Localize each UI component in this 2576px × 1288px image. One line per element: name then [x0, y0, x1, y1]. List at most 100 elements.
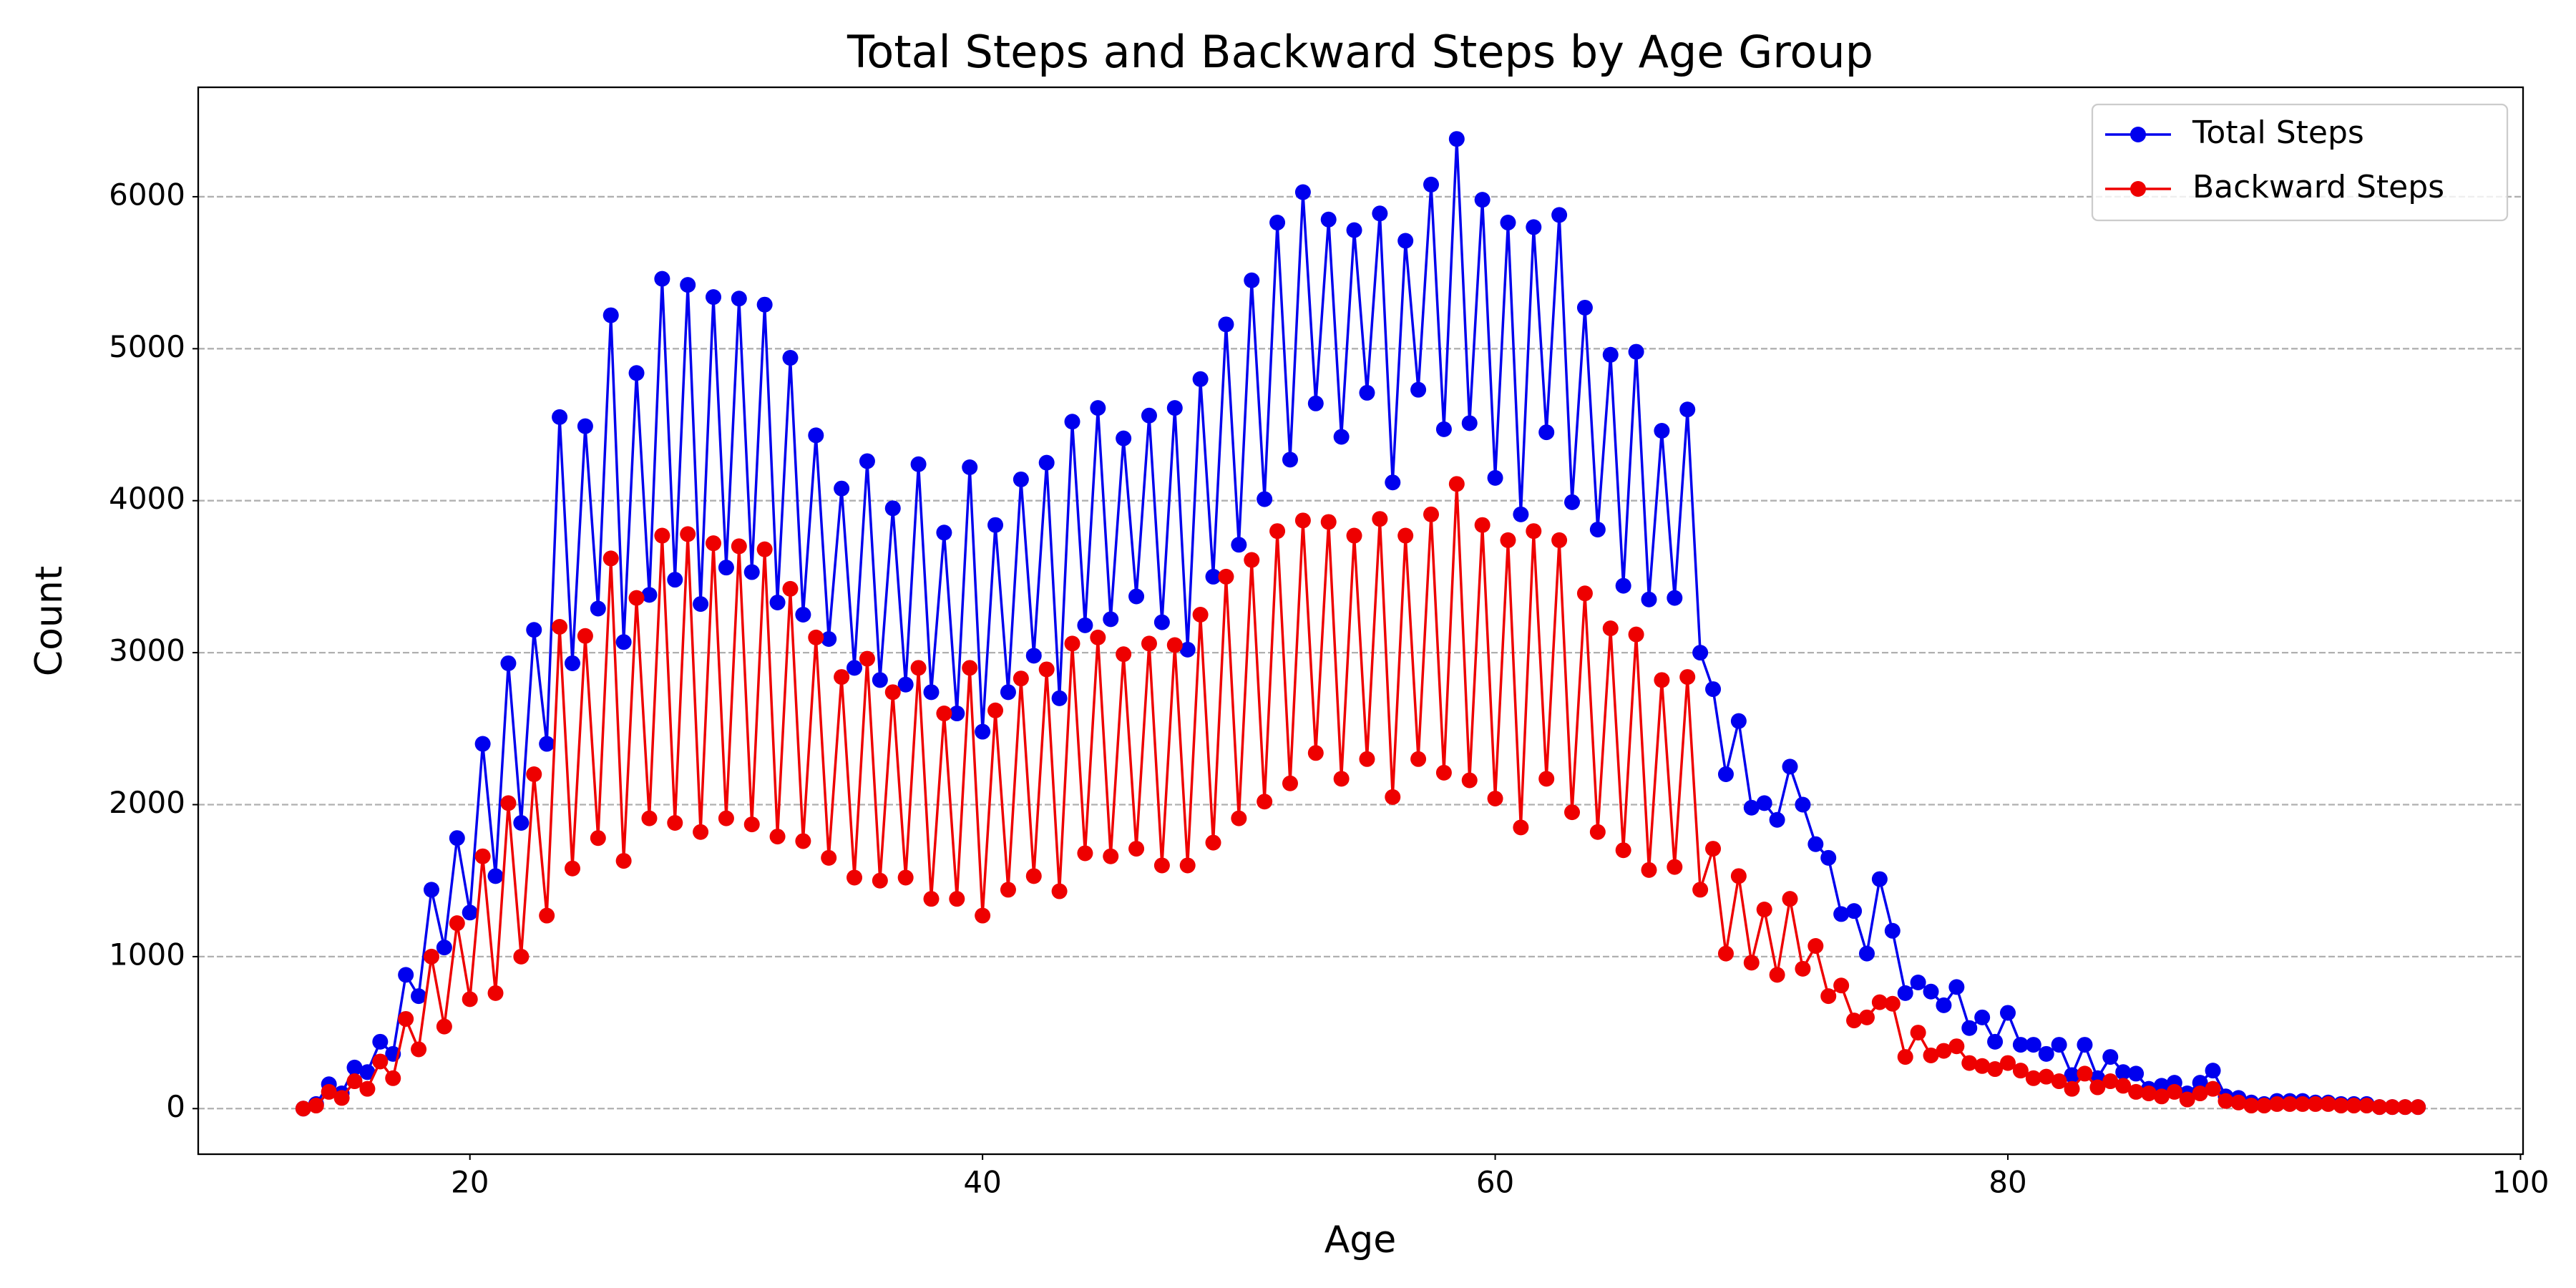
data-point	[1961, 1055, 1978, 1071]
data-point	[1628, 343, 1644, 360]
data-point	[1602, 346, 1619, 363]
data-point	[847, 660, 863, 676]
data-point	[372, 1033, 389, 1050]
data-point	[1871, 994, 1888, 1010]
data-point	[513, 948, 530, 965]
data-point	[1667, 590, 1683, 606]
data-point	[1576, 299, 1593, 316]
data-point	[1179, 857, 1196, 874]
data-point	[1000, 882, 1016, 898]
data-point	[577, 628, 593, 644]
data-point	[385, 1070, 401, 1086]
data-point	[1244, 552, 1260, 568]
data-point	[756, 296, 773, 313]
data-point	[731, 538, 747, 555]
data-point	[2038, 1068, 2054, 1085]
data-point	[2256, 1098, 2273, 1114]
legend-marker	[2130, 181, 2146, 197]
data-point	[910, 456, 927, 472]
data-point	[1807, 938, 1824, 955]
data-point	[706, 535, 722, 552]
data-point	[500, 795, 517, 811]
data-point	[398, 1010, 414, 1027]
data-point	[1333, 429, 1350, 445]
data-point	[1730, 713, 1747, 729]
data-point	[1128, 588, 1145, 605]
data-point	[1116, 430, 1132, 447]
data-point	[564, 655, 580, 671]
data-point	[321, 1083, 337, 1100]
data-point	[487, 985, 504, 1001]
data-point	[2128, 1083, 2145, 1100]
data-point	[1013, 471, 1029, 487]
data-point	[346, 1073, 363, 1090]
data-point	[1910, 974, 1926, 990]
data-point	[1282, 775, 1298, 791]
data-point	[962, 660, 978, 676]
data-point	[1756, 902, 1772, 918]
data-point	[680, 526, 696, 542]
data-point	[449, 915, 465, 932]
data-point	[654, 270, 670, 287]
data-point	[1179, 641, 1196, 658]
data-point	[526, 622, 542, 638]
data-point	[359, 1080, 376, 1097]
data-point	[1538, 771, 1555, 787]
data-point	[1410, 381, 1427, 398]
data-point	[1846, 903, 1863, 919]
data-point	[1025, 868, 1042, 884]
data-point	[1538, 424, 1555, 441]
data-point	[513, 814, 530, 831]
data-point	[295, 1101, 311, 1117]
data-point	[1153, 857, 1170, 874]
data-point	[897, 676, 914, 693]
data-point	[782, 350, 799, 366]
data-point	[962, 459, 978, 475]
y-tick-label: 0	[166, 1089, 185, 1124]
data-point	[1769, 967, 1785, 983]
data-point	[667, 572, 683, 588]
data-point	[1820, 988, 1837, 1005]
data-point	[602, 550, 619, 567]
data-point	[411, 1041, 427, 1058]
data-point	[1884, 922, 1901, 939]
legend-label: Backward Steps	[2192, 169, 2444, 205]
data-point	[1795, 796, 1811, 813]
data-point	[706, 289, 722, 306]
data-point	[1987, 1033, 2004, 1050]
data-point	[923, 891, 940, 907]
data-point	[1717, 945, 1734, 962]
data-point	[1257, 491, 1273, 507]
data-point	[2230, 1094, 2247, 1111]
data-point	[769, 595, 786, 611]
data-point	[2346, 1098, 2362, 1114]
data-point	[2051, 1037, 2067, 1053]
y-tick-label: 2000	[109, 785, 185, 820]
data-point	[1359, 751, 1375, 767]
data-point	[1294, 184, 1311, 200]
data-point	[1846, 1013, 1863, 1029]
data-point	[1487, 791, 1503, 806]
data-point	[1974, 1058, 1991, 1074]
x-tick-label: 80	[1989, 1165, 2026, 1200]
data-point	[359, 1064, 376, 1080]
data-point	[949, 706, 965, 722]
data-point	[2102, 1049, 2119, 1065]
data-point	[1807, 836, 1824, 852]
data-point	[847, 869, 863, 886]
data-point	[552, 409, 568, 425]
data-point	[564, 860, 580, 877]
data-point	[1153, 614, 1170, 630]
data-point	[1551, 207, 1568, 223]
data-point	[1897, 1049, 1913, 1065]
data-point	[782, 580, 799, 597]
data-point	[1166, 637, 1183, 653]
data-point	[1910, 1025, 1926, 1041]
data-point	[949, 891, 965, 907]
data-point	[1782, 891, 1798, 907]
data-point	[474, 848, 491, 864]
data-point	[1077, 845, 1093, 862]
data-point	[1589, 824, 1606, 840]
data-point	[1372, 511, 1388, 527]
data-point	[680, 277, 696, 293]
